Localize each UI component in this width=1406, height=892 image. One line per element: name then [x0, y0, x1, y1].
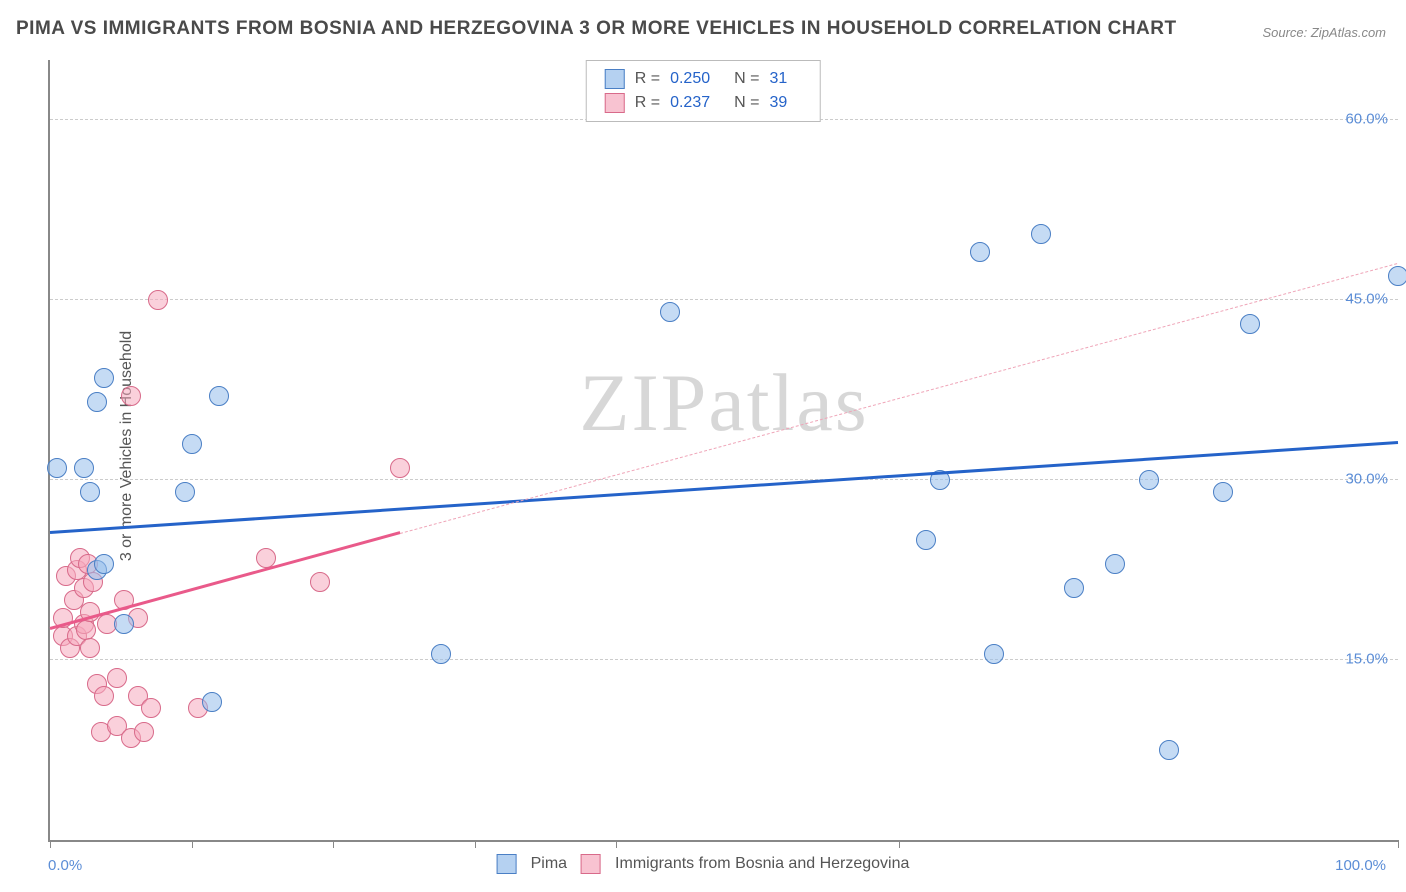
y-tick-label: 60.0% [1345, 111, 1388, 128]
gridline [50, 659, 1398, 660]
data-point [431, 644, 451, 664]
data-point [182, 434, 202, 454]
data-point [87, 392, 107, 412]
data-point [107, 668, 127, 688]
x-tick [333, 840, 334, 848]
legend-label: Pima [531, 855, 567, 873]
y-tick-label: 45.0% [1345, 291, 1388, 308]
data-point [970, 242, 990, 262]
data-point [47, 458, 67, 478]
x-tick [1398, 840, 1399, 848]
data-point [175, 482, 195, 502]
legend-label: Immigrants from Bosnia and Herzegovina [615, 855, 909, 873]
stat-n-value: 31 [769, 70, 787, 88]
chart-plot-area: ZIPatlas 15.0% 30.0% 45.0% 60.0% [48, 60, 1398, 842]
chart-title: PIMA VS IMMIGRANTS FROM BOSNIA AND HERZE… [16, 18, 1177, 40]
data-point [202, 692, 222, 712]
data-point [390, 458, 410, 478]
x-tick [475, 840, 476, 848]
data-point [660, 302, 680, 322]
stat-n-label: N = [734, 70, 759, 88]
y-tick-label: 30.0% [1345, 471, 1388, 488]
legend-swatch [605, 93, 625, 113]
watermark-text: ZIPatlas [579, 356, 868, 450]
x-tick [50, 840, 51, 848]
stat-r-label: R = [635, 70, 660, 88]
data-point [209, 386, 229, 406]
data-point [984, 644, 1004, 664]
stat-n-label: N = [734, 94, 759, 112]
x-tick [616, 840, 617, 848]
data-point [916, 530, 936, 550]
stats-row: R = 0.250 N = 31 [605, 67, 802, 91]
stat-r-value: 0.237 [670, 94, 710, 112]
data-point [121, 386, 141, 406]
legend-swatch [497, 854, 517, 874]
data-point [134, 722, 154, 742]
data-point [94, 368, 114, 388]
data-point [94, 686, 114, 706]
data-point [74, 458, 94, 478]
x-tick [192, 840, 193, 848]
stat-r-value: 0.250 [670, 70, 710, 88]
data-point [141, 698, 161, 718]
data-point [1159, 740, 1179, 760]
y-tick-label: 15.0% [1345, 651, 1388, 668]
data-point [80, 638, 100, 658]
gridline [50, 299, 1398, 300]
data-point [1240, 314, 1260, 334]
x-axis-min-label: 0.0% [48, 857, 82, 874]
data-point [80, 482, 100, 502]
data-point [94, 554, 114, 574]
data-point [1388, 266, 1406, 286]
gridline [50, 479, 1398, 480]
stat-r-label: R = [635, 94, 660, 112]
data-point [76, 620, 96, 640]
x-tick [899, 840, 900, 848]
correlation-stats-box: R = 0.250 N = 31 R = 0.237 N = 39 [586, 60, 821, 122]
trend-line [400, 263, 1398, 534]
data-point [1031, 224, 1051, 244]
trend-line [50, 441, 1398, 534]
data-point [310, 572, 330, 592]
data-point [1139, 470, 1159, 490]
series-legend: Pima Immigrants from Bosnia and Herzegovi… [497, 854, 910, 874]
data-point [148, 290, 168, 310]
source-attribution: Source: ZipAtlas.com [1262, 25, 1386, 40]
data-point [1213, 482, 1233, 502]
legend-swatch [605, 69, 625, 89]
stat-n-value: 39 [769, 94, 787, 112]
legend-swatch [581, 854, 601, 874]
data-point [114, 614, 134, 634]
stats-row: R = 0.237 N = 39 [605, 91, 802, 115]
x-axis-max-label: 100.0% [1335, 857, 1386, 874]
data-point [1105, 554, 1125, 574]
data-point [1064, 578, 1084, 598]
